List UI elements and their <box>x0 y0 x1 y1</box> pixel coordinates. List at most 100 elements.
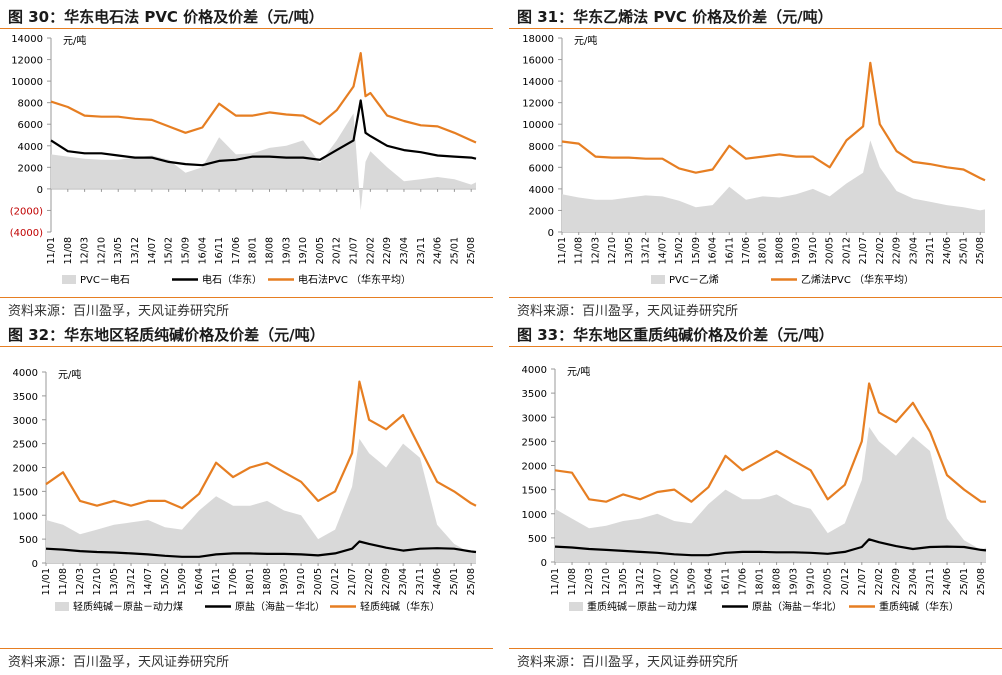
x-tick-label: 23/11 <box>416 237 427 264</box>
x-tick-label: 17/06 <box>231 237 242 264</box>
x-tick-label: 23/11 <box>415 568 426 595</box>
x-tick-label: 13/12 <box>130 237 141 264</box>
y-tick-label: 6000 <box>18 120 43 131</box>
title-rule <box>0 346 493 347</box>
area-series-0 <box>562 140 985 232</box>
legend-swatch-area <box>62 275 76 284</box>
x-tick-label: 11/08 <box>63 237 74 264</box>
x-tick-label: 23/04 <box>908 237 919 264</box>
legend-swatch-area <box>569 602 583 611</box>
x-tick-label: 13/12 <box>635 568 646 595</box>
x-tick-label: 12/03 <box>590 237 601 264</box>
line-series-2 <box>554 382 986 503</box>
x-tick-label: 23/11 <box>925 237 936 264</box>
x-tick-label: 11/01 <box>550 568 561 595</box>
y-tick-label: 8000 <box>529 142 554 153</box>
x-tick-label: 17/06 <box>228 568 239 595</box>
x-tick-label: 21/07 <box>347 568 358 595</box>
y-tick-label: 8000 <box>18 99 43 110</box>
source-note: 资料来源：百川盈孚，天风证券研究所 <box>8 655 230 670</box>
x-tick-label: 12/10 <box>92 568 103 595</box>
source-rule <box>0 297 493 298</box>
x-tick-label: 20/12 <box>330 568 341 595</box>
x-tick-label: 12/10 <box>607 237 618 264</box>
x-tick-label: 22/09 <box>891 568 902 595</box>
chart-panel-33: 图 33：华东地区重质纯碱价格及价差（元/吨） 0 500 1000 1500 2000… <box>509 318 1002 670</box>
legend-label: PVC－电石 <box>80 273 130 286</box>
x-tick-label: 19/03 <box>791 237 802 264</box>
y-tick-label: 6000 <box>529 163 554 174</box>
legend-label: 电石法PVC （华东平均） <box>298 273 411 286</box>
y-tick-label: 4000 <box>13 368 38 379</box>
legend-label: 乙烯法PVC （华东平均） <box>801 273 914 286</box>
y-tick-label: 2000 <box>522 462 547 473</box>
x-tick-label: 11/08 <box>574 237 585 264</box>
x-tick-label: 18/08 <box>774 237 785 264</box>
x-tick-label: 16/04 <box>197 237 208 264</box>
legend-label: 轻质纯碱（华东） <box>360 600 440 613</box>
chart-svg: (4000) (2000) 0 2000 4000 6000 8000 10000 12000 1… <box>10 34 477 286</box>
x-tick-label: 18/01 <box>755 568 766 595</box>
x-tick-label: 17/06 <box>741 237 752 264</box>
x-tick-label: 22/09 <box>381 568 392 595</box>
x-tick-label: 25/08 <box>466 568 477 595</box>
x-tick-label: 14/07 <box>143 568 154 595</box>
y-tick-label: 4000 <box>18 142 43 153</box>
x-tick-label: 11/08 <box>58 568 69 595</box>
y-tick-label: 16000 <box>522 56 554 67</box>
x-tick-label: 16/11 <box>724 237 735 264</box>
y-tick-label: 3500 <box>13 392 38 403</box>
legend-label: PVC－乙烯 <box>669 273 719 286</box>
y-tick-label: 1500 <box>13 487 38 498</box>
x-tick-label: 21/07 <box>349 237 360 264</box>
x-tick-label: 16/11 <box>211 568 222 595</box>
y-unit-label: 元/吨 <box>567 365 590 378</box>
x-tick-label: 25/01 <box>449 237 460 264</box>
y-tick-label: 10000 <box>11 77 43 88</box>
x-tick-label: 20/12 <box>332 237 343 264</box>
x-tick-label: 15/02 <box>160 568 171 595</box>
x-tick-label: 25/01 <box>449 568 460 595</box>
y-tick-label: (4000) <box>10 228 43 239</box>
x-tick-label: 13/12 <box>641 237 652 264</box>
y-tick-label: 10000 <box>522 120 554 131</box>
x-tick-label: 20/12 <box>841 237 852 264</box>
x-tick-label: 25/01 <box>958 237 969 264</box>
x-tick-label: 15/02 <box>164 237 175 264</box>
x-tick-label: 20/05 <box>825 237 836 264</box>
y-tick-label: 1000 <box>522 510 547 521</box>
area-series-0 <box>51 113 476 211</box>
x-tick-label: 19/03 <box>281 237 292 264</box>
x-tick-label: 19/10 <box>296 568 307 595</box>
y-tick-label: 500 <box>528 534 547 545</box>
x-tick-label: 13/05 <box>113 237 124 264</box>
chart-title: 图 33：华东地区重质纯碱价格及价差（元/吨） <box>517 326 834 344</box>
x-tick-label: 24/06 <box>942 568 953 595</box>
x-tick-label: 24/06 <box>433 237 444 264</box>
x-tick-label: 15/02 <box>669 568 680 595</box>
x-tick-label: 23/11 <box>925 568 936 595</box>
chart-svg: 0 500 1000 1500 2000 2500 3000 3500 4000 元/吨 11/01… <box>522 365 988 613</box>
x-tick-label: 15/02 <box>674 237 685 264</box>
y-tick-label: 3000 <box>522 413 547 424</box>
x-tick-label: 13/12 <box>126 568 137 595</box>
y-tick-label: 12000 <box>522 99 554 110</box>
line-series-2 <box>45 380 477 510</box>
y-tick-label: 3000 <box>13 416 38 427</box>
legend-label: 电石（华东） <box>202 273 262 286</box>
x-tick-label: 20/12 <box>840 568 851 595</box>
x-tick-label: 16/11 <box>720 568 731 595</box>
legend-label: 原盐（海盐－华北） <box>752 600 842 613</box>
chart-svg: 0 500 1000 1500 2000 2500 3000 3500 4000 元/吨 11/01… <box>13 368 478 613</box>
title-rule <box>509 346 1002 347</box>
y-tick-label: 14000 <box>11 34 43 45</box>
x-tick-label: 22/09 <box>382 237 393 264</box>
x-tick-label: 16/04 <box>703 568 714 595</box>
x-tick-label: 22/02 <box>364 568 375 595</box>
x-tick-label: 19/03 <box>789 568 800 595</box>
chart-svg: 0 2000 4000 6000 8000 10000 12000 14000 16000 180… <box>522 34 986 286</box>
source-rule <box>509 648 1002 649</box>
x-tick-label: 23/04 <box>908 568 919 595</box>
x-tick-label: 15/09 <box>691 237 702 264</box>
y-tick-label: 0 <box>541 558 547 569</box>
